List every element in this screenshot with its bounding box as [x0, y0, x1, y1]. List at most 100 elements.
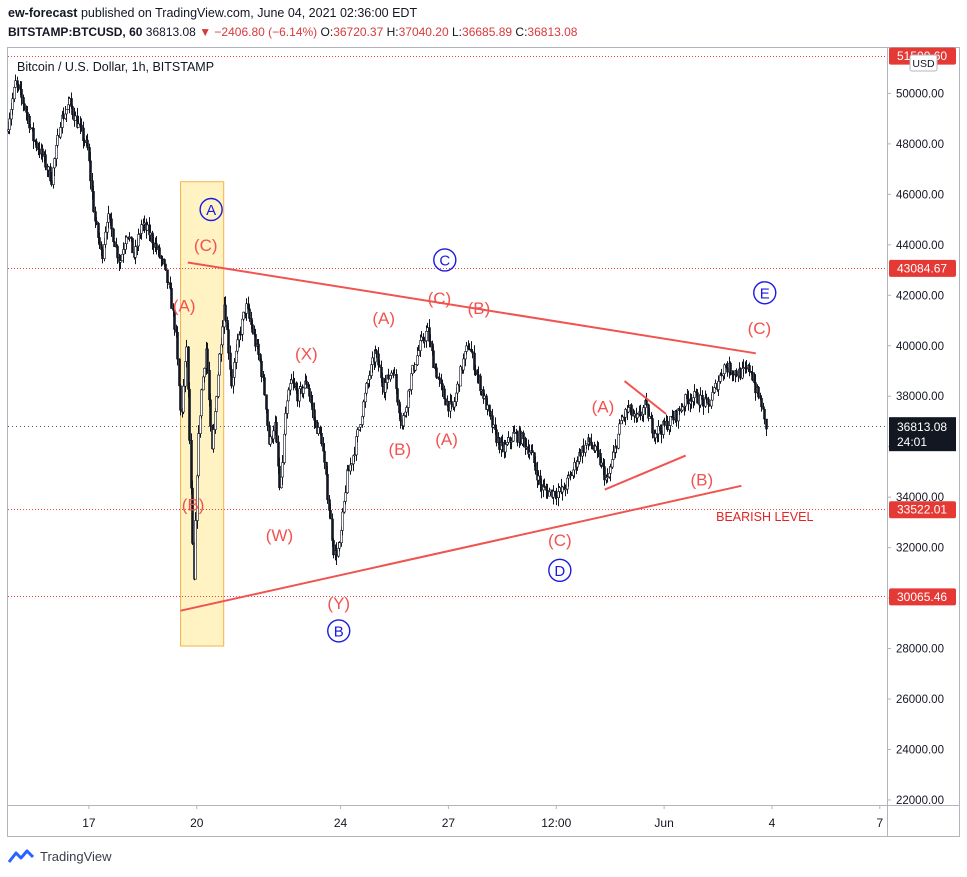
- candle-body: [356, 429, 359, 437]
- candle-body: [450, 401, 453, 405]
- candle-body: [131, 238, 134, 254]
- candle-body: [152, 242, 155, 248]
- wave-label-blue[interactable]: C: [439, 252, 450, 269]
- footer-brand[interactable]: TradingView: [40, 848, 112, 864]
- candle-body: [510, 440, 513, 443]
- candle-body: [311, 402, 314, 411]
- candle-body: [305, 380, 308, 385]
- y-tick-label: 40000.00: [896, 341, 944, 353]
- candle-body: [74, 115, 77, 121]
- candle-body: [474, 369, 477, 374]
- currency-badge-box[interactable]: [909, 54, 938, 72]
- candle-body: [456, 383, 459, 394]
- last-price: 36813.08: [145, 25, 196, 39]
- author-name[interactable]: ew-forecast: [8, 6, 78, 20]
- x-tick-label: 20: [190, 816, 204, 830]
- candle-body: [65, 109, 68, 115]
- wave-label-red[interactable]: (C): [748, 319, 772, 338]
- x-tick-label: 4: [769, 816, 776, 830]
- candle-body: [707, 398, 710, 405]
- candle-body: [609, 466, 612, 474]
- wave-label-red[interactable]: (Y): [327, 594, 350, 613]
- wave-label-red[interactable]: (A): [592, 397, 615, 416]
- candle-body: [251, 324, 254, 333]
- candle-body: [326, 474, 329, 500]
- wave-label-red[interactable]: (X): [295, 344, 318, 363]
- candle-body: [125, 236, 128, 244]
- close-value: 36813.08: [527, 25, 578, 39]
- wave-label-red[interactable]: (C): [428, 289, 452, 308]
- candle-body: [112, 228, 115, 243]
- bearish-level-label[interactable]: BEARISH LEVEL: [716, 510, 813, 524]
- wave-label-blue[interactable]: A: [206, 202, 216, 219]
- wave-label-red[interactable]: (B): [468, 299, 491, 318]
- price-level-value: 33522.01: [897, 503, 947, 517]
- y-tick-label: 48000.00: [896, 139, 944, 151]
- footer: TradingView: [8, 848, 112, 864]
- candle-body: [283, 433, 286, 463]
- y-tick-label: 24000.00: [896, 744, 944, 756]
- trendline[interactable]: [180, 484, 742, 612]
- price-level-tag[interactable]: [889, 501, 956, 519]
- candle-body: [224, 304, 227, 321]
- candle-body: [155, 243, 158, 250]
- wave-label-red[interactable]: (A): [372, 309, 395, 328]
- candle-body: [350, 463, 353, 466]
- candle-body: [365, 383, 368, 394]
- candle-body: [528, 452, 531, 455]
- candle-body: [438, 377, 441, 380]
- candle-body: [735, 370, 738, 375]
- candle-body: [248, 308, 251, 319]
- candle-body: [408, 389, 411, 392]
- wave-label-red[interactable]: (B): [691, 470, 714, 489]
- candle-body: [83, 140, 86, 143]
- candle-body: [263, 377, 266, 396]
- low-label: L:: [452, 25, 463, 39]
- candle-body: [167, 282, 170, 284]
- candle-body: [23, 103, 26, 109]
- candle-body: [89, 160, 92, 182]
- candle-body: [281, 462, 284, 478]
- wave-label-red[interactable]: (A): [435, 430, 458, 449]
- wave-label-red[interactable]: (A): [173, 296, 196, 315]
- trendline[interactable]: [187, 261, 756, 355]
- candle-body: [110, 218, 113, 230]
- wave-label-red[interactable]: (B): [182, 496, 205, 515]
- candle-body: [624, 409, 627, 418]
- y-tick-label: 46000.00: [896, 189, 944, 201]
- price-level-tag[interactable]: [889, 588, 956, 606]
- candle-body: [203, 368, 206, 378]
- candle-body: [522, 432, 525, 440]
- wave-label-red[interactable]: (B): [389, 440, 412, 459]
- candle-body: [170, 288, 173, 309]
- candle-body: [176, 332, 179, 360]
- wave-label-red[interactable]: (C): [548, 531, 572, 550]
- candle-body: [289, 383, 292, 391]
- wave-label-blue[interactable]: B: [334, 623, 344, 640]
- current-price-tag[interactable]: [889, 417, 956, 452]
- candle-body: [214, 411, 217, 430]
- candle-body: [588, 437, 591, 443]
- candle-body: [395, 374, 398, 389]
- wave-label-blue[interactable]: D: [554, 563, 565, 580]
- candle-body: [710, 399, 713, 407]
- trendline[interactable]: [604, 454, 687, 491]
- candle-body: [209, 399, 212, 427]
- wave-label-red[interactable]: (W): [266, 526, 293, 545]
- wave-label-red[interactable]: (C): [194, 236, 218, 255]
- candle-body: [603, 466, 606, 481]
- candle-body: [86, 139, 89, 148]
- symbol-label[interactable]: BITSTAMP:BTCUSD, 60: [8, 25, 143, 39]
- x-tick-label: 27: [442, 816, 456, 830]
- candle-body: [122, 249, 125, 255]
- price-level-value: 43084.67: [897, 261, 947, 275]
- candle-body: [606, 476, 609, 479]
- trendline[interactable]: [623, 380, 667, 415]
- candle-body: [265, 394, 268, 410]
- candle-body: [645, 400, 648, 406]
- candle-body: [329, 510, 332, 520]
- wave-label-blue[interactable]: E: [760, 285, 770, 302]
- current-price-value: 36813.08: [897, 420, 947, 434]
- price-level-tag[interactable]: [889, 259, 956, 277]
